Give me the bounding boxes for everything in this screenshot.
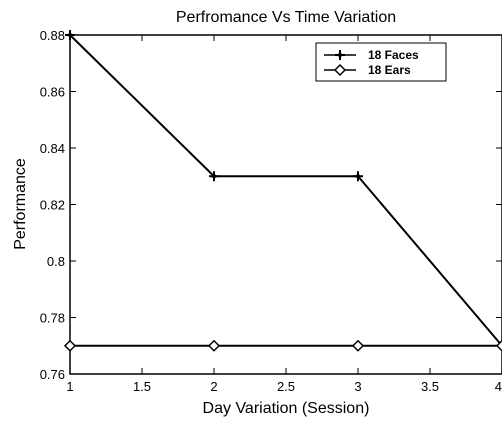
- x-tick-label-4: 3: [354, 379, 361, 394]
- y-tick-label-4: 0.84: [40, 141, 65, 156]
- legend-box: [315, 42, 447, 82]
- series-line-0: [69, 34, 502, 347]
- legend-marker-0: [335, 50, 345, 60]
- chart-title: Perfromance Vs Time Variation: [176, 9, 396, 26]
- x-tick-label-6: 4: [495, 379, 502, 394]
- y-tick-label-1: 0.78: [40, 311, 65, 326]
- series-layer: [63, 30, 502, 352]
- legend-marker-1: [333, 63, 347, 77]
- x-tick-label-1: 1.5: [133, 379, 151, 394]
- plot-area: [69, 34, 502, 375]
- x-tick-label-0: 1: [66, 379, 73, 394]
- x-axis-title: Day Variation (Session): [203, 400, 370, 417]
- series-0-point-1-dot: [211, 174, 217, 179]
- series-0-point-2-dot: [355, 174, 361, 179]
- y-tick-label-5: 0.86: [40, 85, 65, 100]
- y-tick-label-0: 0.76: [40, 367, 65, 382]
- series-1-point-3: [495, 339, 502, 352]
- legend-label-1: 18 Ears: [368, 63, 411, 77]
- series-0-point-0: [65, 30, 75, 40]
- y-axis-title: Performance: [12, 158, 29, 250]
- series-1-point-2: [351, 339, 365, 352]
- series-1-point-1: [207, 339, 221, 352]
- x-tick-label-2: 2: [210, 379, 217, 394]
- series-1-point-0: [63, 339, 77, 352]
- legend-label-0: 18 Faces: [368, 48, 419, 62]
- legend-marker-0-dot: [337, 52, 343, 58]
- x-tick-label-5: 3.5: [421, 379, 439, 394]
- y-tick-label-3: 0.82: [40, 198, 65, 213]
- y-tick-label-6: 0.88: [40, 28, 65, 43]
- series-0-point-1: [209, 171, 219, 182]
- series-0-point-2: [353, 171, 363, 182]
- y-tick-label-2: 0.8: [47, 254, 65, 269]
- axis-ticks: 1 1.5 2 2.5 3 3.5 4 0.76 0.78 0.8 0.82 0.84 0.86 0.88: [40, 28, 502, 394]
- x-tick-label-3: 2.5: [277, 379, 295, 394]
- series-0-point-0-dot: [67, 32, 73, 38]
